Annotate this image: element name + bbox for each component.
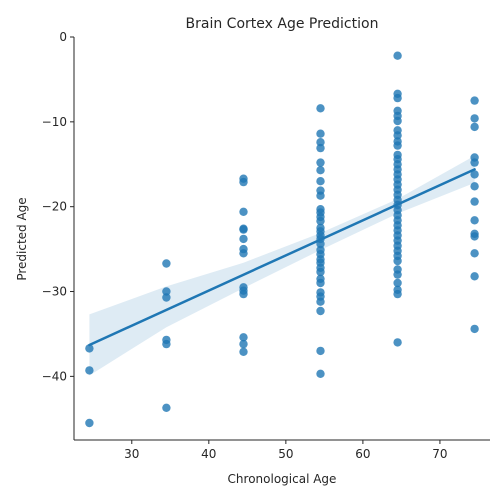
data-point-86	[393, 256, 402, 266]
data-point-101	[470, 216, 479, 225]
x-tick-label: 30	[124, 447, 139, 461]
data-point-97	[470, 158, 479, 167]
data-point-46	[316, 267, 325, 277]
data-point-23	[316, 104, 325, 113]
data-point-31	[316, 191, 325, 200]
data-point-4	[162, 287, 171, 296]
data-point-7	[162, 339, 171, 349]
data-point-55	[393, 51, 402, 60]
plot-area	[85, 51, 479, 428]
data-point-52	[316, 306, 325, 316]
data-point-21	[239, 339, 248, 349]
chart-title: Brain Cortex Age Prediction	[186, 16, 379, 32]
data-point-27	[316, 158, 325, 167]
data-point-94	[470, 114, 479, 123]
y-tick-label: −40	[42, 369, 67, 383]
data-point-106	[470, 324, 479, 334]
data-point-57	[393, 93, 402, 103]
data-point-51	[316, 297, 325, 306]
data-point-62	[393, 131, 402, 140]
y-axis-label: Predicted Age	[15, 197, 29, 280]
y-tick-label: −30	[42, 285, 67, 299]
data-point-1	[85, 366, 94, 375]
data-point-89	[393, 278, 402, 288]
data-point-16	[239, 249, 248, 258]
data-point-98	[470, 170, 479, 179]
confidence-band	[89, 155, 475, 376]
data-point-91	[393, 289, 402, 299]
data-point-99	[470, 182, 479, 191]
x-tick-label: 60	[355, 447, 370, 461]
y-axis-ticks: −40 −30 −20 −10 0	[42, 30, 74, 383]
data-point-28	[316, 166, 325, 175]
x-axis-ticks: 30 40 50 60 70	[124, 440, 448, 461]
data-point-22	[239, 347, 248, 356]
data-point-2	[85, 418, 94, 428]
data-point-20	[239, 333, 248, 342]
x-tick-label: 50	[278, 447, 293, 461]
data-point-29	[316, 177, 325, 186]
data-point-60	[393, 116, 402, 126]
data-point-103	[470, 232, 479, 241]
data-point-19	[239, 289, 248, 299]
data-point-11	[239, 207, 248, 216]
data-point-0	[85, 344, 94, 353]
regression-line	[88, 168, 476, 347]
data-point-100	[470, 197, 479, 206]
data-point-26	[316, 143, 325, 153]
data-point-8	[162, 403, 171, 412]
data-point-25	[316, 138, 325, 147]
data-point-64	[393, 141, 402, 150]
y-tick-label: −20	[42, 200, 67, 214]
data-point-105	[470, 272, 479, 281]
data-point-92	[393, 338, 402, 347]
x-tick-label: 70	[432, 447, 447, 461]
data-point-5	[162, 293, 171, 302]
data-point-14	[239, 234, 248, 244]
data-point-88	[393, 270, 402, 279]
y-tick-label: 0	[59, 30, 67, 44]
data-point-95	[470, 122, 479, 132]
data-point-13	[239, 225, 248, 234]
x-tick-label: 40	[201, 447, 216, 461]
data-point-3	[162, 259, 171, 268]
data-point-35	[316, 216, 325, 226]
data-point-54	[316, 369, 325, 378]
data-point-53	[316, 346, 325, 356]
data-point-24	[316, 129, 325, 138]
data-point-10	[239, 177, 248, 187]
data-point-93	[470, 96, 479, 105]
data-point-48	[316, 278, 325, 288]
y-tick-label: −10	[42, 115, 67, 129]
x-axis-label: Chronological Age	[228, 472, 337, 486]
data-point-104	[470, 249, 479, 258]
